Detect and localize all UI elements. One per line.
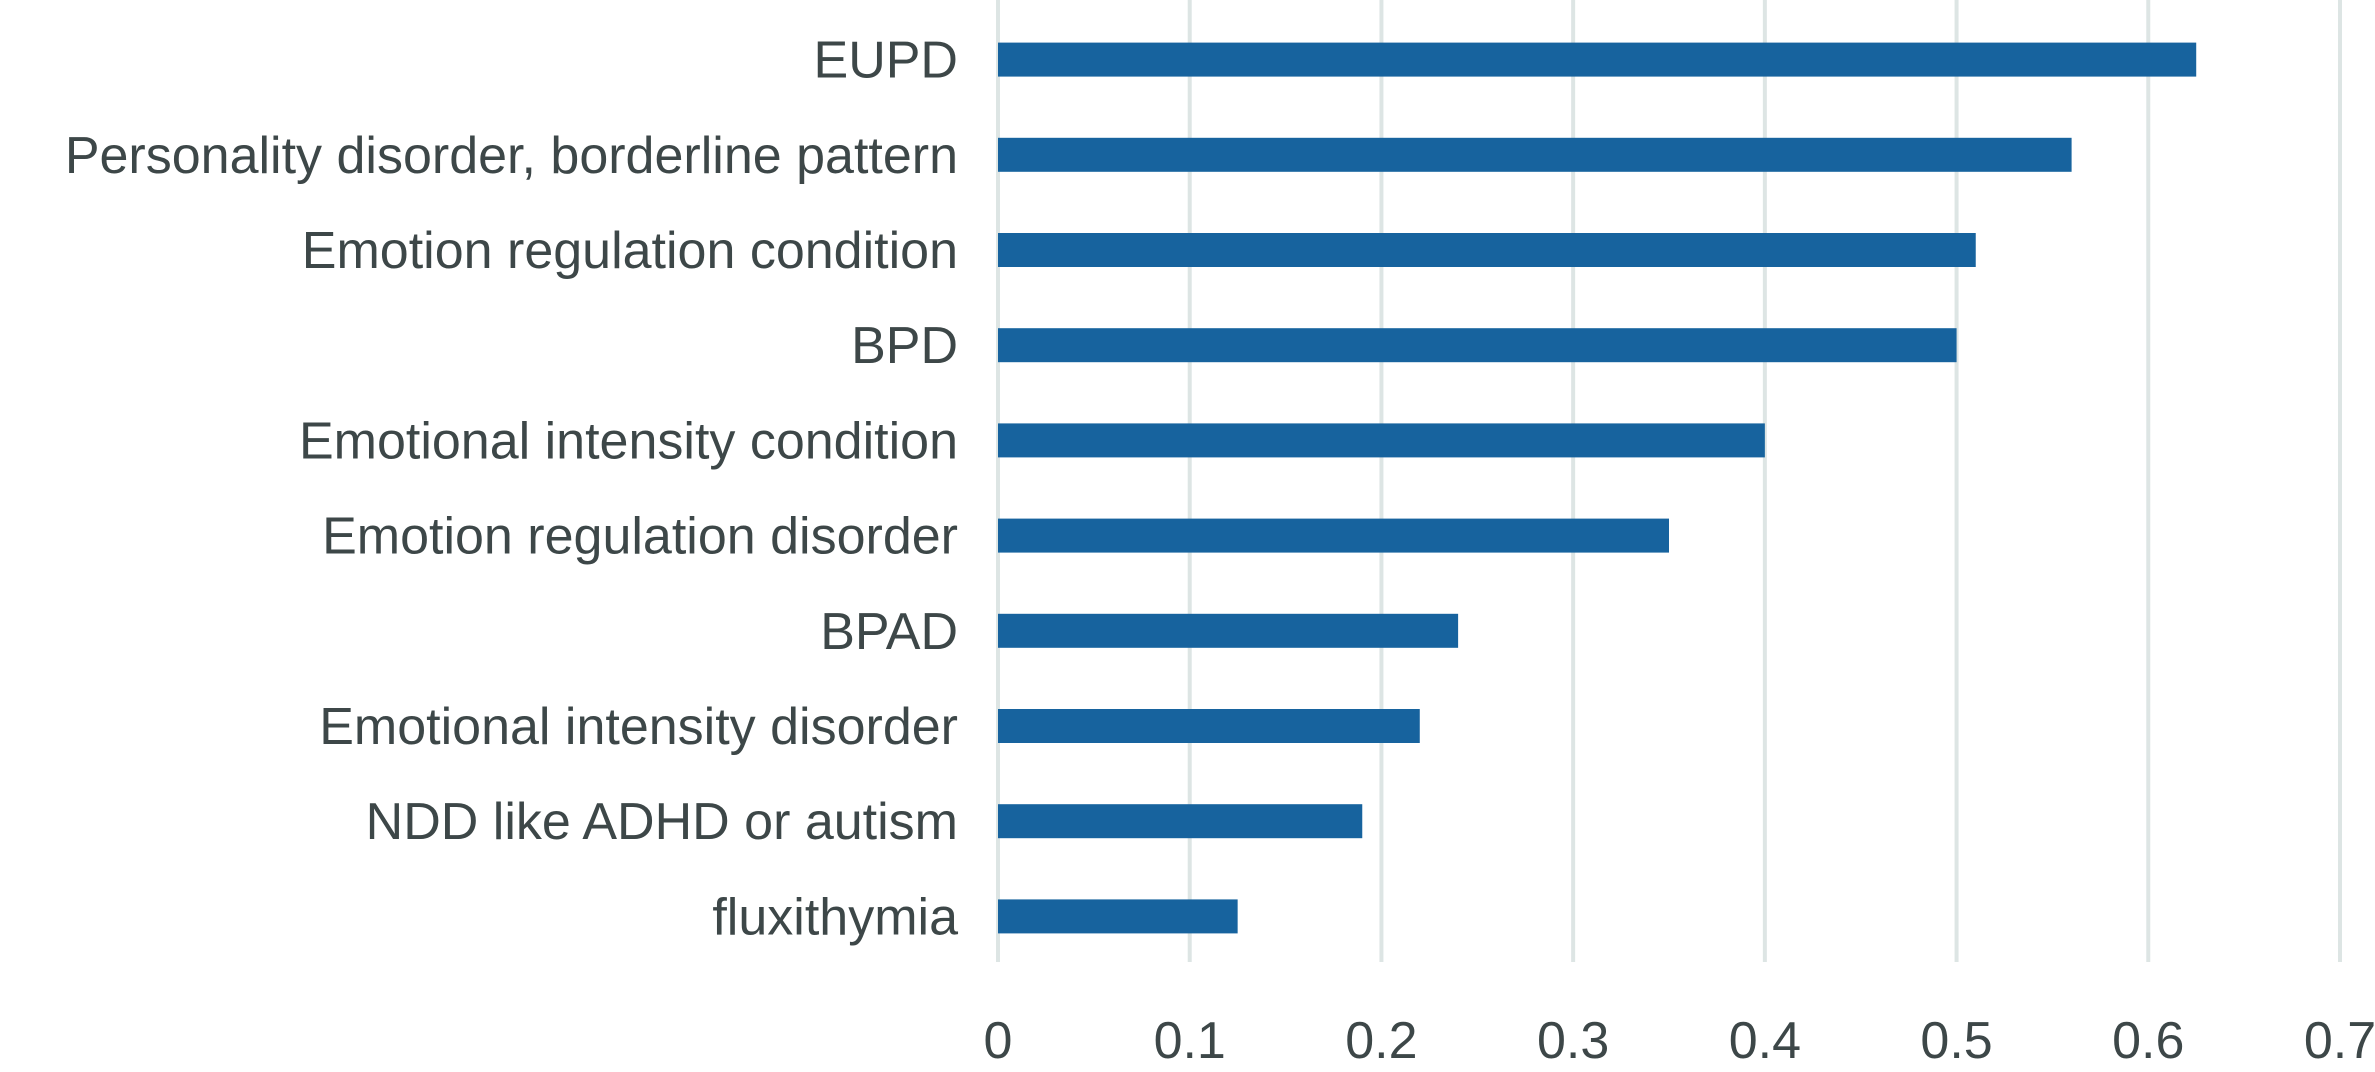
category-label-6: BPAD: [820, 603, 958, 661]
bar-1: [998, 137, 2072, 172]
category-label-5: Emotion regulation disorder: [322, 508, 958, 566]
category-label-7: Emotional intensity disorder: [319, 698, 958, 756]
category-label-8: NDD like ADHD or autism: [366, 793, 958, 851]
category-label-4: Emotional intensity condition: [299, 412, 958, 470]
x-tick-label-1: 0.1: [1154, 1012, 1226, 1070]
bar-7: [998, 709, 1420, 743]
bar-2: [998, 233, 1976, 267]
category-label-3: BPD: [851, 317, 958, 375]
x-tick-label-0: 0: [984, 1012, 1013, 1070]
bars: [998, 42, 2197, 934]
bar-3: [998, 328, 1957, 363]
x-tick-label-4: 0.4: [1729, 1012, 1801, 1070]
x-tick-label-6: 0.6: [2112, 1012, 2184, 1070]
category-labels: EUPD Personality disorder, borderline pat…: [65, 32, 958, 947]
x-tick-label-5: 0.5: [1920, 1012, 1992, 1070]
x-tick-labels: 0 0.1 0.2 0.3 0.4 0.5 0.6 0.7: [984, 1012, 2375, 1070]
category-label-9: fluxithymia: [712, 888, 958, 946]
bar-0: [998, 42, 2197, 77]
x-tick-label-2: 0.2: [1345, 1012, 1417, 1070]
bar-8: [998, 804, 1363, 839]
category-label-2: Emotion regulation condition: [302, 222, 958, 280]
x-tick-label-3: 0.3: [1537, 1012, 1609, 1070]
category-label-0: EUPD: [814, 32, 958, 90]
category-label-1: Personality disorder, borderline pattern: [65, 127, 958, 185]
bar-4: [998, 423, 1765, 458]
x-tick-label-7: 0.7: [2304, 1012, 2375, 1070]
bar-9: [998, 899, 1238, 934]
bar-6: [998, 613, 1459, 648]
bar-5: [998, 518, 1669, 553]
